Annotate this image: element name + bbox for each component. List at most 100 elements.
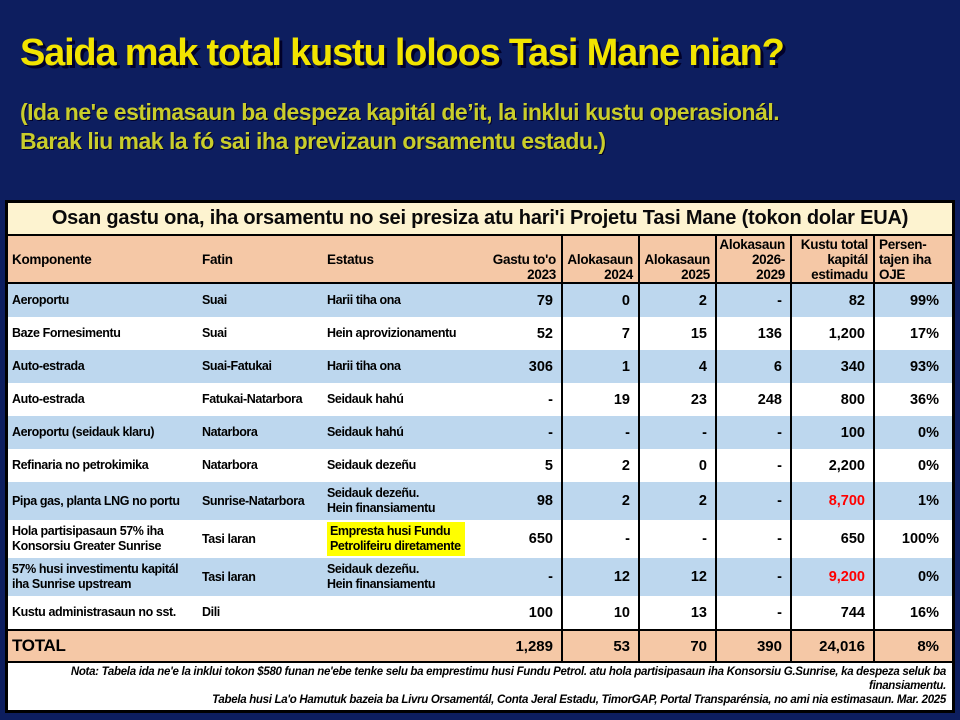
cell-alok_2026_2029: -	[715, 284, 790, 317]
cell-persen_oje: 17%	[873, 317, 952, 350]
cell-alok_2025: 2	[638, 482, 715, 520]
cell-persen_oje: 0%	[873, 449, 952, 482]
cell-komponente: Aeroportu (seidauk klaru)	[12, 425, 155, 439]
cell-komponente: Kustu administrasaun no sst.	[12, 605, 176, 619]
table-row: Aeroportu (seidauk klaru) Natarbora Seidau…	[8, 416, 952, 449]
table-total-row: TOTAL 1,289 53 70 390 24,016 8%	[8, 629, 952, 663]
cell-estatus: Seidauk dezeñu. Hein finansiamentu	[327, 486, 436, 515]
note-line-2: Tabela husi La'o Hamutuk bazeia ba Livru…	[212, 694, 946, 706]
col-header-alok_2024: Alokasaun 2024	[561, 236, 638, 284]
cell-alok_2025: 13	[638, 596, 715, 629]
cell-kustu_total: 9,200	[790, 558, 873, 596]
cell-alok_2026_2029: -	[715, 482, 790, 520]
cell-estatus: Seidauk dezeñu. Hein finansiamentu	[327, 562, 436, 591]
cell-komponente: Auto-estrada	[12, 392, 85, 406]
cell-estatus	[323, 596, 488, 629]
cell-alok_2025: 4	[638, 350, 715, 383]
cell-persen_oje: 0%	[873, 416, 952, 449]
table-row: Refinaria no petrokimika Natarbora Seidauk…	[8, 449, 952, 482]
cell-alok_2024: 1	[561, 350, 638, 383]
cell-komponente: Baze Fornesimentu	[12, 326, 121, 340]
cell-alok_2024: 2	[561, 482, 638, 520]
cell-alok_2025: 2	[638, 284, 715, 317]
note-line-1: Nota: Tabela ida ne'e la inklui tokon $5…	[70, 666, 946, 692]
cell-estatus: Seidauk hahú	[327, 392, 404, 406]
total-alok_2025: 70	[638, 631, 715, 661]
total-label: TOTAL	[12, 636, 66, 655]
col-header-fatin: Fatin	[202, 252, 233, 267]
cell-gastu_2023: 5	[544, 457, 553, 474]
col-header-alok_2025: Alokasaun 2025	[638, 236, 715, 284]
cell-alok_2026_2029: -	[715, 558, 790, 596]
cell-alok_2026_2029: -	[715, 449, 790, 482]
cell-gastu_2023: 306	[528, 358, 553, 375]
cell-persen_oje: 0%	[873, 558, 952, 596]
cell-fatin: Suai	[202, 293, 227, 307]
cell-alok_2024: -	[561, 416, 638, 449]
cell-persen_oje: 36%	[873, 383, 952, 416]
cell-persen_oje: 1%	[873, 482, 952, 520]
cell-estatus: Empresta husi Fundu Petrolifeiru diretam…	[323, 520, 488, 558]
cell-persen_oje: 99%	[873, 284, 952, 317]
total-alok_2026_2029: 390	[715, 631, 790, 661]
cell-komponente: Auto-estrada	[12, 359, 85, 373]
col-header-persen_oje: Persen- tajen iha OJE	[873, 236, 952, 284]
col-header-komponente: Komponente	[12, 252, 92, 267]
table-row: Baze Fornesimentu Suai Hein aprovizionamen…	[8, 317, 952, 350]
cell-komponente: 57% husi investimentu kapitál iha Sunris…	[12, 562, 179, 591]
cell-estatus: Seidauk hahú	[327, 425, 404, 439]
cell-fatin: Dili	[202, 605, 220, 619]
cell-alok_2024: 0	[561, 284, 638, 317]
cell-kustu_total: 1,200	[790, 317, 873, 350]
cell-alok_2025: -	[638, 520, 715, 558]
highlighted-status: Empresta husi Fundu Petrolifeiru diretam…	[327, 522, 465, 556]
table-row: Pipa gas, planta LNG no portu Sunrise-Nat…	[8, 482, 952, 520]
cell-alok_2025: 0	[638, 449, 715, 482]
cell-alok_2026_2029: -	[715, 596, 790, 629]
cell-alok_2024: 12	[561, 558, 638, 596]
cell-fatin: Natarbora	[202, 458, 258, 472]
table-body: Aeroportu Suai Harii tiha ona 79 0 2-82 99% Baz…	[8, 284, 952, 629]
cell-komponente: Hola partisipasaun 57% iha Konsorsiu Gre…	[12, 524, 164, 553]
cell-fatin: Natarbora	[202, 425, 258, 439]
cell-kustu_total: 82	[790, 284, 873, 317]
slide-title: Saida mak total kustu loloos Tasi Mane n…	[20, 32, 785, 74]
total-persen_oje: 8%	[873, 631, 952, 661]
cell-persen_oje: 100%	[873, 520, 952, 558]
cell-estatus: Hein aprovizionamentu	[327, 326, 457, 340]
cell-alok_2026_2029: 136	[715, 317, 790, 350]
cell-kustu_total: 8,700	[790, 482, 873, 520]
table-row: Kustu administrasaun no sst. Dili 100 10 13-…	[8, 596, 952, 629]
cell-alok_2024: 7	[561, 317, 638, 350]
total-alok_2024: 53	[561, 631, 638, 661]
cell-alok_2024: 2	[561, 449, 638, 482]
cell-alok_2026_2029: -	[715, 520, 790, 558]
table-notes: Nota: Tabela ida ne'e la inklui tokon $5…	[8, 663, 952, 710]
cell-alok_2025: 15	[638, 317, 715, 350]
cell-gastu_2023: -	[548, 569, 553, 585]
cell-gastu_2023: 79	[536, 292, 553, 309]
table-row: Auto-estrada Fatukai-Natarbora Seidauk hah…	[8, 383, 952, 416]
cell-kustu_total: 800	[790, 383, 873, 416]
table-row: 57% husi investimentu kapitál iha Sunris…	[8, 558, 952, 596]
cell-persen_oje: 93%	[873, 350, 952, 383]
cell-estatus: Seidauk dezeñu	[327, 458, 416, 472]
col-header-kustu_total: Kustu total kapitál estimadu	[790, 236, 873, 284]
cell-fatin: Suai	[202, 326, 227, 340]
cell-estatus: Harii tiha ona	[327, 293, 401, 307]
cell-gastu_2023: 52	[536, 325, 553, 342]
cell-alok_2025: -	[638, 416, 715, 449]
cell-kustu_total: 744	[790, 596, 873, 629]
cell-gastu_2023: 650	[528, 531, 553, 547]
cell-kustu_total: 340	[790, 350, 873, 383]
cell-kustu_total: 650	[790, 520, 873, 558]
cell-alok_2025: 12	[638, 558, 715, 596]
table-row: Aeroportu Suai Harii tiha ona 79 0 2-82 99%	[8, 284, 952, 317]
cell-komponente: Aeroportu	[12, 293, 69, 307]
table-row: Hola partisipasaun 57% iha Konsorsiu Gre…	[8, 520, 952, 558]
cell-gastu_2023: -	[548, 391, 553, 408]
table-header-row: Komponente Fatin Estatus Gastu to'o 2023 Alo…	[8, 236, 952, 284]
table-caption: Osan gastu ona, iha orsamentu no sei pre…	[8, 203, 952, 236]
cell-alok_2024: 19	[561, 383, 638, 416]
